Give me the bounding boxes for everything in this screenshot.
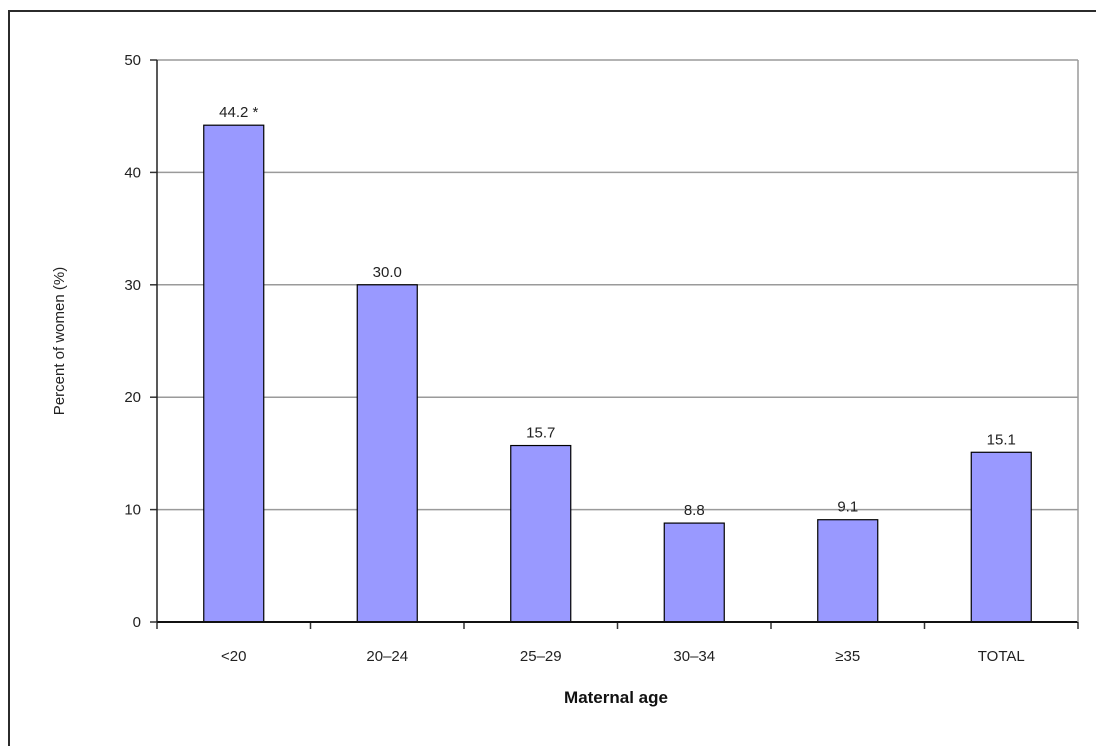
data-label: 30.0 (373, 264, 402, 281)
bar (970, 451, 1032, 623)
y-axis-title: Percent of women (%) (51, 267, 68, 415)
y-tick-label: 30 (124, 277, 141, 294)
x-tick-label: ≥35 (835, 648, 860, 665)
chart-frame (8, 10, 1096, 746)
y-tick-label: 50 (124, 52, 141, 69)
x-tick-label: TOTAL (978, 648, 1025, 665)
x-tick-label: 25–29 (520, 648, 562, 665)
bar (817, 519, 879, 623)
bar (510, 444, 572, 623)
bar (203, 124, 265, 623)
x-axis-title: Maternal age (564, 688, 668, 707)
y-tick-label: 20 (124, 389, 141, 406)
data-label: 8.8 (684, 502, 705, 519)
data-label: 15.1 (987, 431, 1016, 448)
x-tick-label: 30–34 (673, 648, 715, 665)
bars (203, 124, 1032, 623)
axes (150, 59, 1079, 629)
bar (356, 284, 418, 623)
y-tick-label: 0 (133, 614, 141, 631)
data-label: 15.7 (526, 425, 555, 442)
gridlines (157, 59, 1078, 511)
data-label: 9.1 (837, 499, 858, 516)
data-labels: 44.2 * 30.0 15.7 8.8 9.1 15.1 (219, 104, 1016, 519)
y-tick-labels: 0 10 20 30 40 50 (124, 52, 141, 631)
y-tick-label: 40 (124, 164, 141, 181)
data-label: 44.2 * (219, 104, 258, 121)
x-tick-label: 20–24 (366, 648, 408, 665)
x-tick-labels: <20 20–24 25–29 30–34 ≥35 TOTAL (221, 648, 1025, 665)
bar (663, 522, 725, 623)
y-tick-label: 10 (124, 502, 141, 519)
x-tick-label: <20 (221, 648, 246, 665)
